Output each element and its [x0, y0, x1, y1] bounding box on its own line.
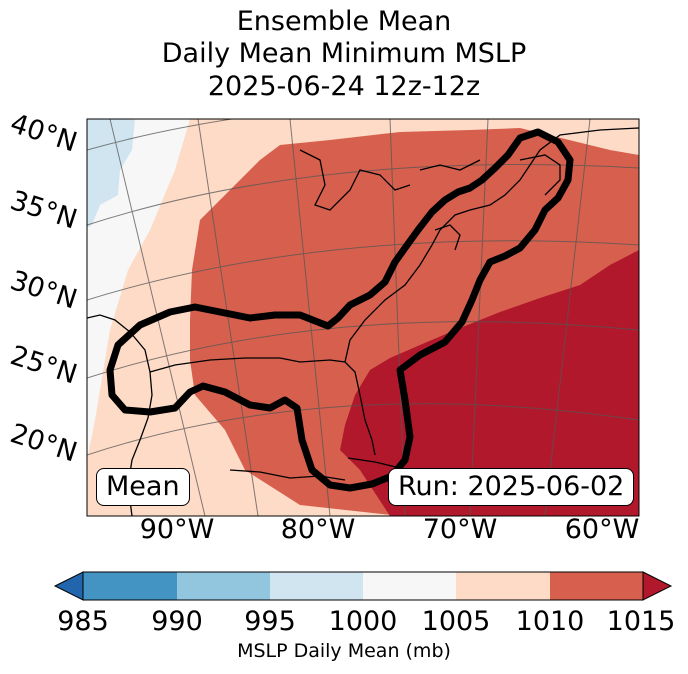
- colorbar-tick-995: 995: [244, 606, 296, 637]
- colorbar-frame: [82, 571, 644, 601]
- colorbar-tick-1000: 1000: [328, 606, 398, 637]
- colorbar-tick-985: 985: [57, 606, 109, 637]
- colorbar-label: MSLP Daily Mean (mb): [237, 640, 451, 662]
- field-above-1015: [340, 250, 639, 516]
- title-line-3: 2025-06-24 12z-12z: [207, 71, 481, 102]
- map-area: [87, 119, 639, 516]
- colorbar-extend-low: [53, 571, 84, 601]
- colorbar-segment-985-990: [83, 572, 177, 600]
- colorbar-tick-1010: 1010: [515, 606, 585, 637]
- title-line-2: Daily Mean Minimum MSLP: [161, 38, 527, 69]
- colorbar-tick-990: 990: [151, 606, 203, 637]
- field-1000-1005: [87, 119, 190, 460]
- badge-mean: Mean: [96, 468, 190, 506]
- mslp-contour: [106, 128, 574, 492]
- badge-run-date: Run: 2025-06-02: [388, 468, 635, 506]
- colorbar-segment-1000-1005: [363, 572, 456, 600]
- lon-label-80w: 80°W: [280, 514, 356, 545]
- colorbar-tick-1015: 1015: [606, 606, 676, 637]
- colorbar-segment-1005-1010: [456, 572, 550, 600]
- colorbar-segment-990-995: [177, 572, 270, 600]
- colorbar-tick-1005: 1005: [421, 606, 491, 637]
- colorbar: [53, 571, 673, 601]
- lon-label-90w: 90°W: [139, 514, 215, 545]
- colorbar-segment-995-1000: [270, 572, 363, 600]
- lon-label-60w: 60°W: [564, 514, 640, 545]
- map-frame: [86, 118, 640, 517]
- lon-label-70w: 70°W: [422, 514, 498, 545]
- coastlines: [87, 127, 639, 516]
- title-line-1: Ensemble Mean: [236, 6, 452, 37]
- colorbar-extend-high: [642, 571, 673, 601]
- colorbar-segment-1010-1015: [550, 572, 643, 600]
